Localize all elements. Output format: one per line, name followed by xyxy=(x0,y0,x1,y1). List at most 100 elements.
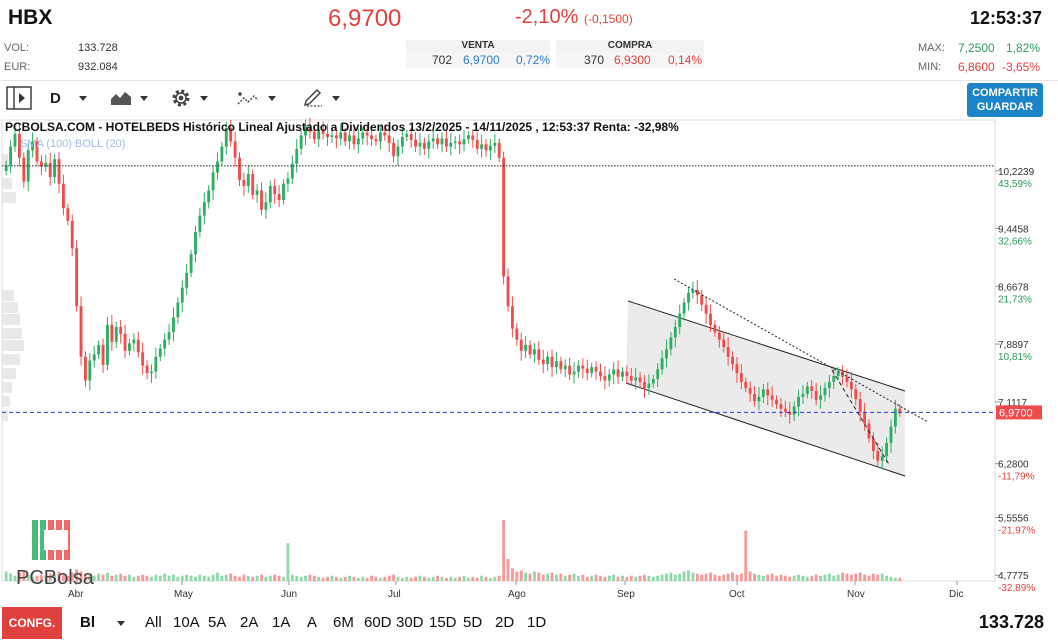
period-6m[interactable]: 6M xyxy=(333,614,354,631)
candle-body xyxy=(770,395,774,400)
volume-bar xyxy=(185,574,189,581)
volume-bar xyxy=(449,576,453,581)
volume-bar xyxy=(471,576,475,581)
candle-body xyxy=(128,343,131,351)
period-10a[interactable]: 10A xyxy=(173,614,200,631)
sell-label: VENTA xyxy=(406,40,550,52)
y-tick-percent: 43,59% xyxy=(998,179,1032,190)
current-price-label: 6,9700 xyxy=(999,407,1033,419)
price-chart[interactable]: 10,2239 43,59% 9,4458 32,66% 8,6678 21,73% 7,8… xyxy=(0,117,1048,602)
drawing-tools-button[interactable] xyxy=(302,86,340,110)
candle-body xyxy=(110,324,114,342)
period-5d[interactable]: 5D xyxy=(463,614,483,631)
volume-bar xyxy=(167,575,171,581)
volume-bar xyxy=(871,573,875,581)
volume-bar xyxy=(75,569,79,581)
candle-body xyxy=(79,306,83,357)
y-tick-label: 5,5556 xyxy=(998,513,1029,524)
volume-bar xyxy=(621,575,624,581)
indicators-button[interactable] xyxy=(236,86,276,110)
interval-select[interactable]: D xyxy=(50,86,87,110)
settings-button[interactable] xyxy=(170,86,208,110)
scale-select[interactable]: Bl xyxy=(80,614,126,631)
volume-bar xyxy=(233,575,237,581)
candle-body xyxy=(84,356,87,381)
candle-body xyxy=(440,138,444,145)
volume-bar xyxy=(453,577,457,581)
period-2d[interactable]: 2D xyxy=(495,614,515,631)
toggle-panel-button[interactable] xyxy=(6,86,32,110)
volume-bar xyxy=(682,571,686,581)
volume-bar xyxy=(136,575,140,581)
volume-bar xyxy=(295,575,299,581)
buy-box: COMPRA 370 6,9300 0,14% xyxy=(556,40,704,68)
candle-body xyxy=(207,190,211,203)
candle-body xyxy=(145,365,149,374)
period-5a[interactable]: 5A xyxy=(208,614,227,631)
config-button[interactable]: CONFG. xyxy=(2,607,62,639)
candles xyxy=(4,117,902,470)
volume-total: 133.728 xyxy=(978,612,1044,632)
volume-bar xyxy=(858,572,862,581)
candle-body xyxy=(53,159,57,178)
period-30d[interactable]: 30D xyxy=(396,614,424,631)
volume-bar xyxy=(744,530,748,581)
volume-value: 133.728 xyxy=(78,42,118,54)
candle-body xyxy=(378,132,382,142)
volume-bar xyxy=(356,577,360,581)
share-save-button[interactable]: COMPARTIR GUARDAR xyxy=(967,83,1043,117)
candle-body xyxy=(92,354,96,361)
volume-bar xyxy=(273,574,277,581)
period-15d[interactable]: 15D xyxy=(429,614,457,631)
volume-bar xyxy=(220,575,224,581)
candle-body xyxy=(444,138,448,147)
volume-bar xyxy=(836,574,840,581)
period-a[interactable]: A xyxy=(307,614,318,631)
period-1a[interactable]: 1A xyxy=(272,614,291,631)
candle-body xyxy=(317,129,321,140)
volume-bar xyxy=(427,577,431,581)
volume-bar xyxy=(405,576,409,581)
sell-percent: 0,72% xyxy=(516,53,551,67)
candle-body xyxy=(101,344,105,365)
volume-bar xyxy=(282,576,285,581)
volume-bar xyxy=(638,575,642,581)
change-percent: -2,10% xyxy=(515,6,579,28)
volume-bar xyxy=(599,575,602,581)
profile-bar xyxy=(2,178,12,189)
volume-bar xyxy=(695,573,699,581)
y-tick-label: 9,4458 xyxy=(998,225,1029,236)
candle-body xyxy=(761,389,765,397)
candle-body xyxy=(533,349,536,355)
candle-body xyxy=(392,142,396,157)
candle-body xyxy=(488,145,492,151)
channel-upper-line xyxy=(627,300,906,392)
candle-body xyxy=(660,358,664,370)
candle-body xyxy=(17,133,21,158)
volume-bar xyxy=(810,575,814,581)
candle-body xyxy=(312,131,316,140)
candle-body xyxy=(744,381,748,388)
period-60d[interactable]: 60D xyxy=(364,614,392,631)
x-tick-label: Nov xyxy=(847,589,865,600)
volume-bar xyxy=(79,571,83,581)
chart-type-select[interactable] xyxy=(110,86,148,110)
candle-body xyxy=(638,377,642,382)
chevron-down-icon xyxy=(78,95,87,101)
period-1d[interactable]: 1D xyxy=(527,614,547,631)
candle-body xyxy=(748,387,752,394)
period-all[interactable]: All xyxy=(145,614,162,631)
volume-bar xyxy=(431,576,435,581)
indicators-legend[interactable]: SMA (100) BOLL (20) xyxy=(20,138,125,150)
volume-bar xyxy=(510,568,514,581)
volume-bar xyxy=(665,573,668,581)
candle-body xyxy=(31,141,35,151)
volume-bar xyxy=(506,558,510,581)
period-2a[interactable]: 2A xyxy=(240,614,259,631)
y-tick-percent: 32,66% xyxy=(998,237,1032,248)
candle-body xyxy=(224,128,228,147)
volume-bar xyxy=(189,575,193,581)
volume-bar xyxy=(290,574,294,581)
candle-body xyxy=(585,368,589,374)
